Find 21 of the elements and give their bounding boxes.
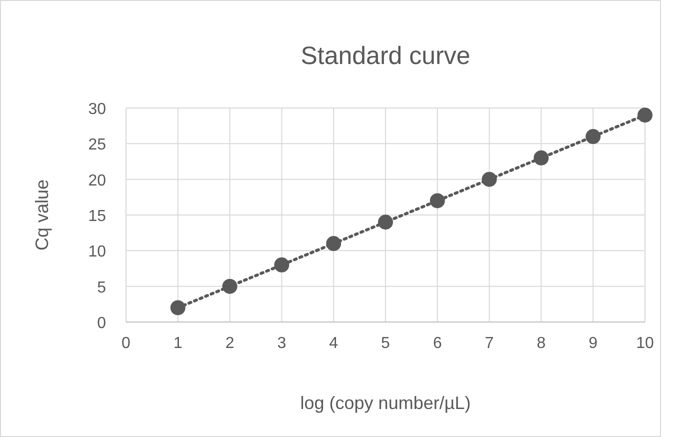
x-tick-label: 9 (588, 335, 598, 352)
x-tick-label: 3 (277, 335, 286, 352)
chart-title: Standard curve (300, 42, 470, 70)
y-tick-label: 25 (88, 136, 106, 154)
x-tick-label: 6 (432, 335, 442, 352)
x-axis-title: log (copy number/µL) (300, 393, 471, 413)
y-tick-label: 15 (88, 208, 106, 225)
x-tick-label: 1 (173, 335, 182, 352)
x-tick-label: 2 (225, 335, 234, 352)
y-tick-label: 20 (88, 172, 106, 190)
x-tick-label: 8 (536, 335, 546, 352)
x-tick-label: 0 (122, 335, 131, 352)
y-tick-label: 10 (88, 244, 106, 261)
x-tick-label: 10 (636, 335, 654, 352)
x-tick-label: 7 (484, 335, 494, 352)
y-axis-title: Cq value (32, 179, 52, 251)
x-tick-label: 4 (329, 335, 338, 352)
x-tick-label: 5 (381, 335, 390, 352)
y-tick-label: 30 (88, 101, 106, 118)
y-tick-label: 0 (97, 315, 106, 332)
y-tick-label: 5 (97, 279, 106, 296)
